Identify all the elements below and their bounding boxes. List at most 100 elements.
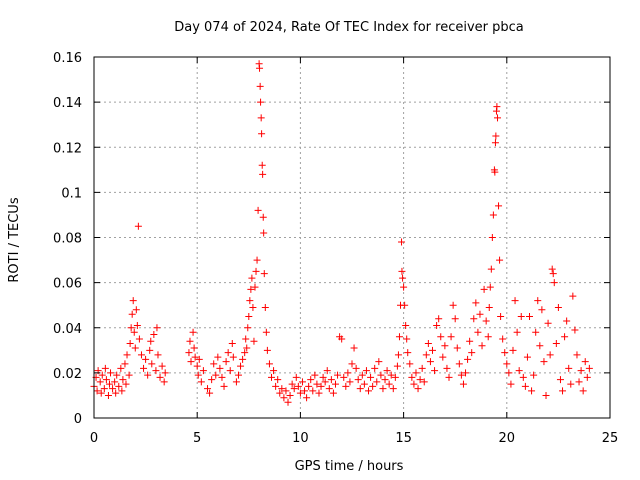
- data-point: [350, 344, 358, 352]
- y-tick-label: 0.04: [53, 322, 82, 337]
- data-point: [496, 256, 504, 264]
- data-point: [123, 351, 131, 359]
- data-point: [128, 310, 136, 318]
- data-point: [246, 297, 254, 305]
- data-point: [115, 382, 123, 390]
- data-point: [261, 303, 269, 311]
- data-point: [346, 378, 354, 386]
- data-point: [534, 297, 542, 305]
- data-point: [121, 360, 129, 368]
- data-point: [559, 387, 567, 395]
- data-point: [583, 373, 591, 381]
- data-point: [239, 355, 247, 363]
- data-point: [229, 353, 237, 361]
- data-point: [212, 371, 220, 379]
- data-point: [259, 170, 267, 178]
- data-point: [495, 202, 503, 210]
- data-point: [403, 335, 411, 343]
- data-point: [435, 315, 443, 323]
- data-point: [418, 364, 426, 372]
- x-tick-label: 20: [499, 431, 516, 446]
- data-point: [499, 335, 507, 343]
- data-point: [296, 389, 304, 397]
- data-point: [208, 376, 216, 384]
- data-point: [412, 369, 420, 377]
- data-point: [404, 349, 412, 357]
- data-point: [358, 371, 366, 379]
- data-point: [232, 378, 240, 386]
- data-point: [538, 306, 546, 314]
- data-point: [195, 355, 203, 363]
- data-point: [129, 297, 137, 305]
- data-point: [344, 369, 352, 377]
- x-tick-label: 15: [395, 431, 412, 446]
- data-point: [216, 364, 224, 372]
- data-point: [493, 103, 501, 111]
- data-point: [400, 283, 408, 291]
- data-point: [383, 367, 391, 375]
- data-point: [577, 367, 585, 375]
- data-point: [102, 376, 110, 384]
- data-point: [428, 346, 436, 354]
- data-point: [242, 335, 250, 343]
- data-point: [253, 256, 261, 264]
- data-point: [327, 376, 335, 384]
- data-point: [515, 367, 523, 375]
- data-point: [459, 380, 467, 388]
- data-point: [197, 378, 205, 386]
- data-point: [377, 371, 385, 379]
- data-point: [375, 358, 383, 366]
- data-point: [528, 387, 536, 395]
- data-point: [565, 364, 573, 372]
- data-point: [294, 382, 302, 390]
- data-point: [509, 346, 517, 354]
- data-point: [501, 349, 509, 357]
- data-point: [117, 364, 125, 372]
- data-point: [389, 385, 397, 393]
- data-point: [185, 349, 193, 357]
- data-point: [546, 351, 554, 359]
- data-point: [321, 378, 329, 386]
- data-point: [526, 312, 534, 320]
- data-point: [301, 387, 309, 395]
- data-point: [252, 267, 260, 275]
- data-point: [152, 367, 160, 375]
- data-point: [153, 324, 161, 332]
- data-point: [96, 378, 104, 386]
- data-point: [466, 337, 474, 345]
- data-point: [280, 394, 288, 402]
- data-point: [480, 285, 488, 293]
- y-tick-label: 0.1: [61, 186, 82, 201]
- data-point: [487, 265, 495, 273]
- data-point: [319, 373, 327, 381]
- data-point: [131, 344, 139, 352]
- data-point: [552, 340, 560, 348]
- data-point: [431, 367, 439, 375]
- data-point: [470, 315, 478, 323]
- data-point: [416, 376, 424, 384]
- x-tick-label: 25: [602, 431, 619, 446]
- data-point: [462, 369, 470, 377]
- data-point: [109, 385, 117, 393]
- data-point: [100, 385, 108, 393]
- data-point: [313, 380, 321, 388]
- data-point: [453, 344, 461, 352]
- data-point: [290, 385, 298, 393]
- data-point: [517, 312, 525, 320]
- data-point: [119, 376, 127, 384]
- data-point: [107, 369, 115, 377]
- data-point: [494, 114, 502, 122]
- data-point: [395, 333, 403, 341]
- data-point: [422, 351, 430, 359]
- data-point: [414, 385, 422, 393]
- data-point: [381, 376, 389, 384]
- data-point: [334, 371, 342, 379]
- data-point: [134, 222, 142, 230]
- data-point: [486, 283, 494, 291]
- y-tick-label: 0.02: [53, 367, 82, 382]
- data-point: [329, 389, 337, 397]
- data-point: [581, 358, 589, 366]
- data-point: [249, 303, 257, 311]
- data-point: [135, 335, 143, 343]
